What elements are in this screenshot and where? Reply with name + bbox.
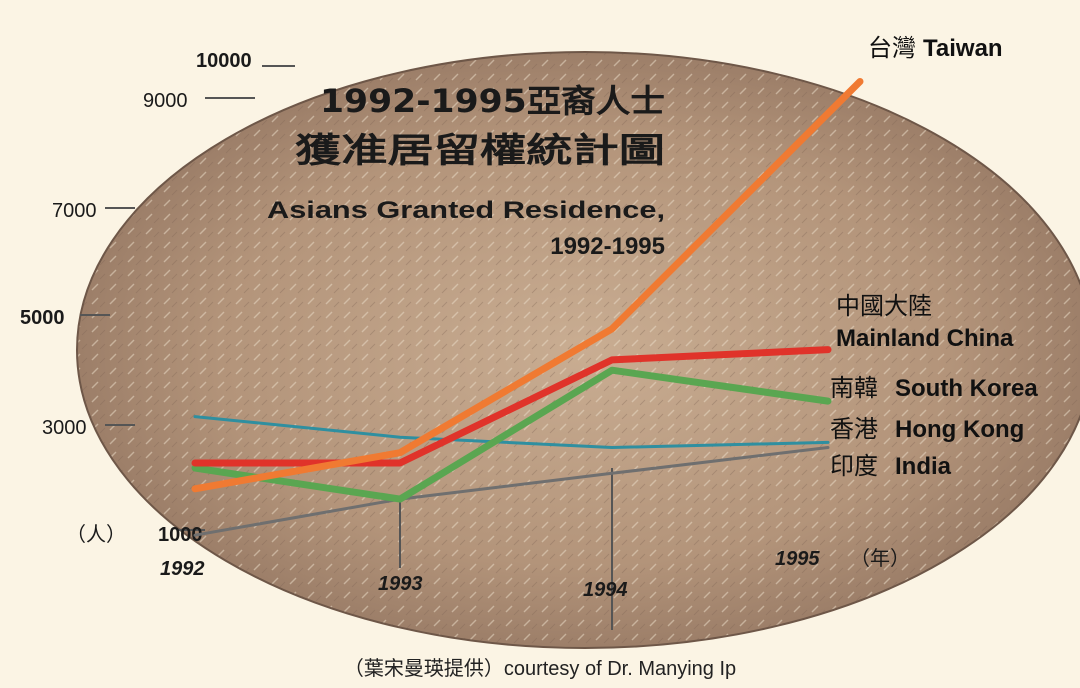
series-line-mainland-china xyxy=(191,346,832,467)
x-unit-label: （年） xyxy=(850,546,910,570)
y-tick-10000: 10000 xyxy=(196,50,252,72)
y-unit-label: （人） xyxy=(66,522,126,546)
legend-korea-cn: 南韓 xyxy=(830,374,878,402)
legend: 台灣 Taiwan 中國大陸 Mainland China 南韓 South K… xyxy=(830,34,1038,480)
x-axis-ticks xyxy=(399,468,613,630)
series-lines xyxy=(191,78,864,537)
y-tick-5000: 5000 xyxy=(20,307,65,329)
title-line-2: 獲准居留權統計圖 xyxy=(295,131,665,171)
x-tick-1994: 1994 xyxy=(583,579,628,601)
legend-china-cn: 中國大陸 xyxy=(836,292,932,320)
title-line-1: 1992-1995亞裔人士 xyxy=(320,82,665,120)
legend-china-en: Mainland China xyxy=(836,325,1014,352)
y-tick-3000: 3000 xyxy=(42,417,87,439)
legend-india-cn: 印度 xyxy=(830,452,878,480)
subtitle-line-1: Asians Granted Residence, xyxy=(267,197,665,224)
series-line-south-korea xyxy=(191,366,832,503)
subtitle-line-2: 1992-1995 xyxy=(550,233,665,260)
series-line-taiwan xyxy=(191,78,864,493)
series-line-hong-kong xyxy=(193,415,830,449)
y-tick-labels: 1000 3000 5000 7000 9000 10000 （人） xyxy=(20,50,252,546)
legend-taiwan: 台灣 Taiwan xyxy=(868,34,1003,62)
legend-taiwan-en: Taiwan xyxy=(923,35,1003,62)
legend-india-en: India xyxy=(895,453,952,480)
legend-south-korea: 南韓 South Korea xyxy=(830,374,1038,402)
series-line-india xyxy=(193,446,830,537)
chart-title: 1992-1995亞裔人士 獲准居留權統計圖 Asians Granted Re… xyxy=(267,82,665,260)
credit-line: （葉宋曼瑛提供）courtesy of Dr. Manying Ip xyxy=(344,657,736,680)
x-tick-1993: 1993 xyxy=(378,573,423,595)
legend-taiwan-cn: 台灣 xyxy=(868,34,916,62)
legend-korea-en: South Korea xyxy=(895,375,1038,402)
legend-hong-kong: 香港 Hong Kong xyxy=(830,415,1024,443)
legend-hk-en: Hong Kong xyxy=(895,416,1024,443)
x-tick-labels: 1992 1993 1994 1995 （年） xyxy=(160,546,910,601)
x-tick-1992: 1992 xyxy=(160,558,205,580)
y-axis-ticks xyxy=(80,65,295,531)
legend-india: 印度 India xyxy=(830,452,952,480)
legend-hk-cn: 香港 xyxy=(830,415,878,443)
y-tick-7000: 7000 xyxy=(52,200,97,222)
x-tick-1995: 1995 xyxy=(775,548,820,570)
legend-mainland-china: 中國大陸 Mainland China xyxy=(836,292,1014,352)
y-tick-9000: 9000 xyxy=(143,90,188,112)
y-tick-1000: 1000 xyxy=(158,524,203,546)
